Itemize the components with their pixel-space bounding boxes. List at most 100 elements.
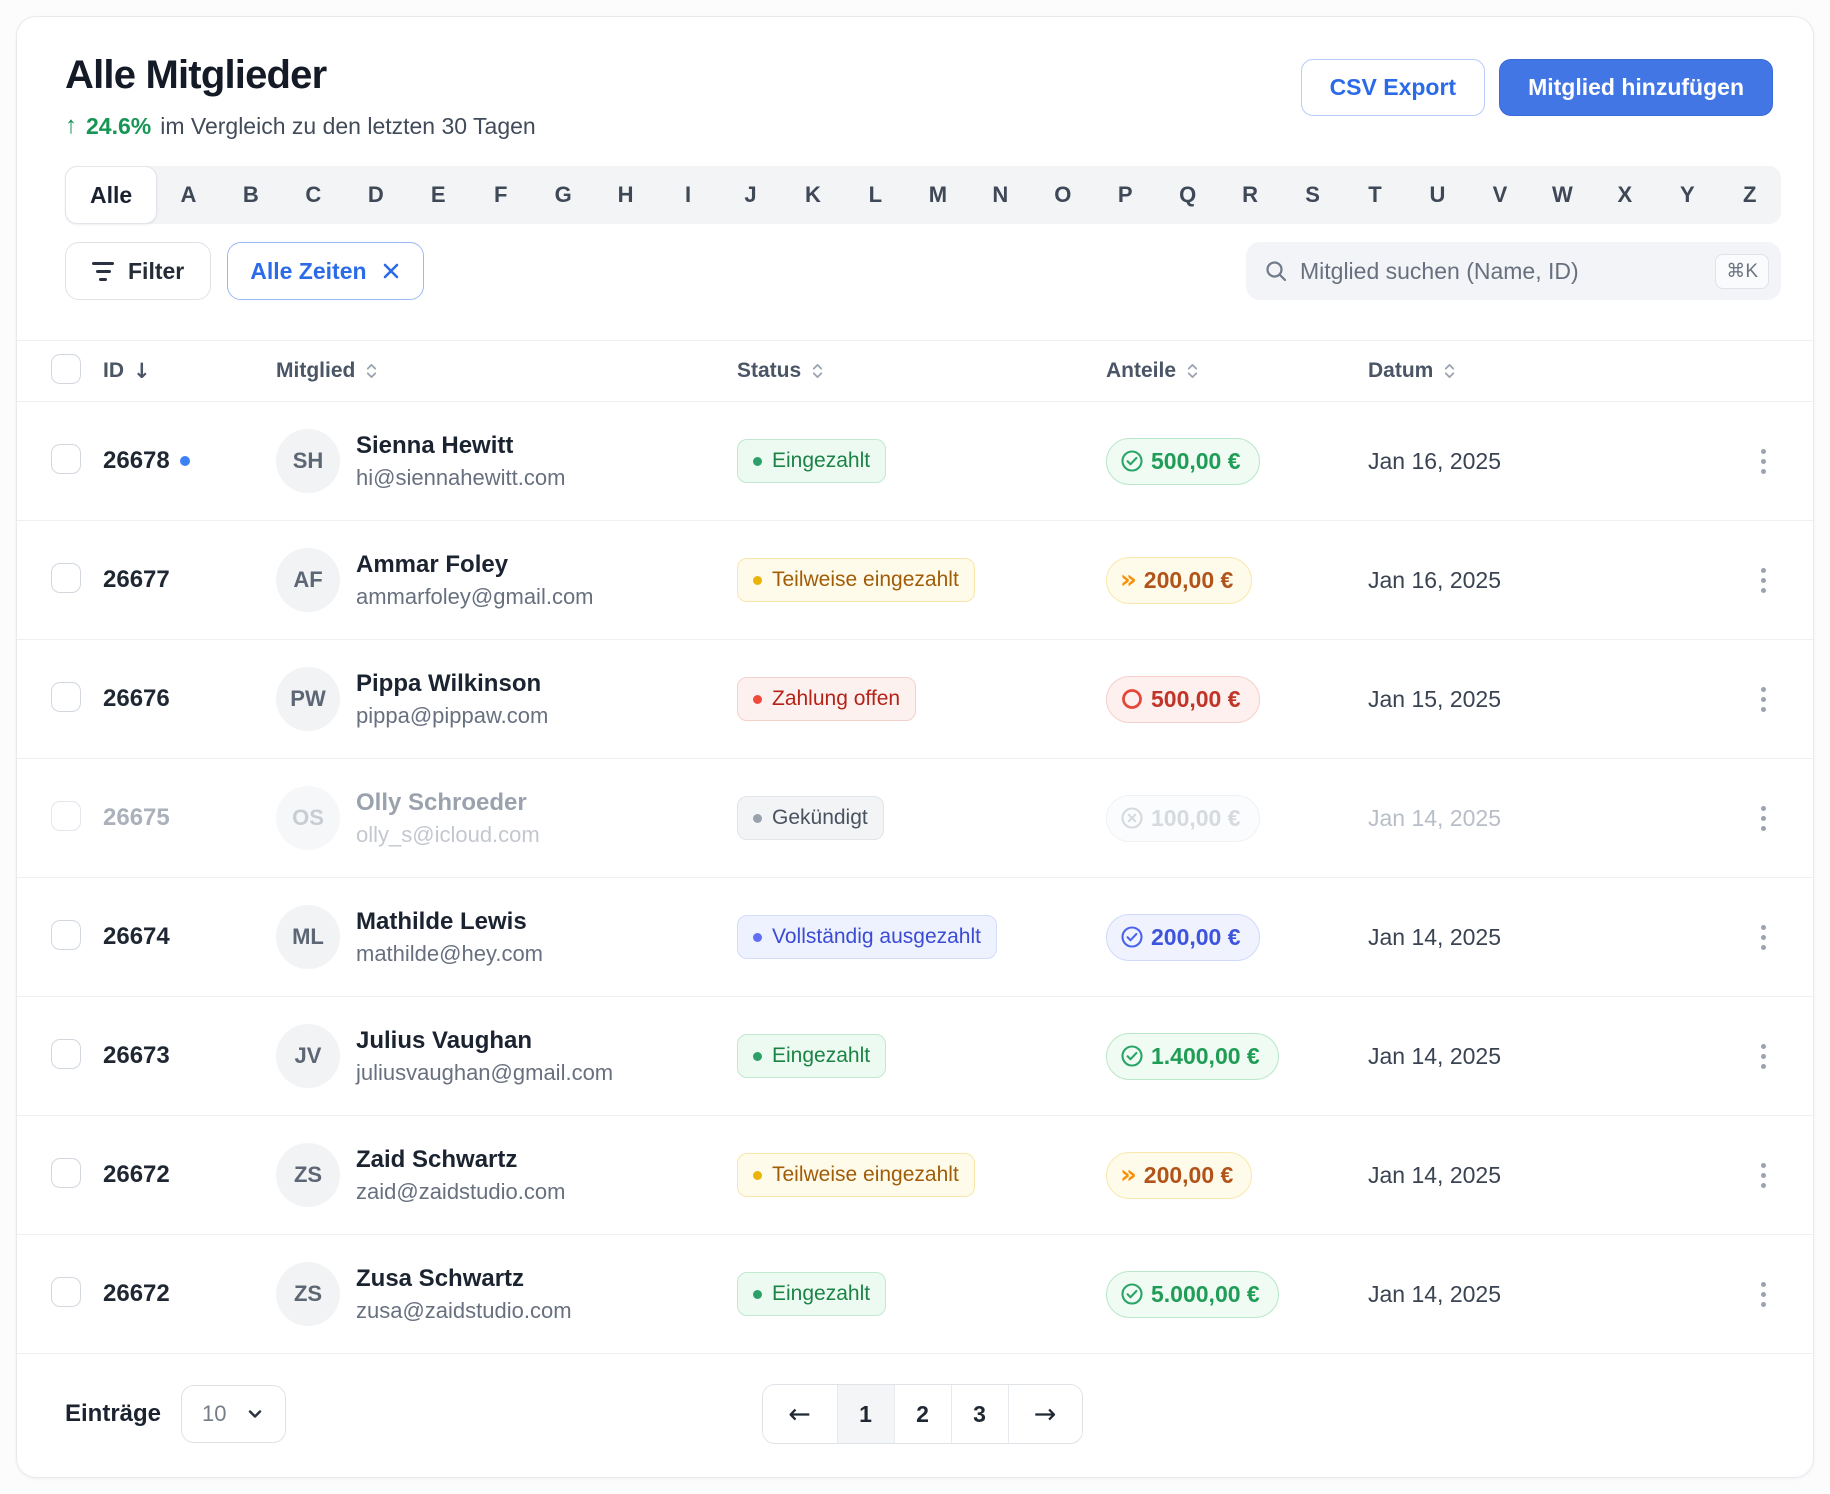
table-row[interactable]: 26674 ML Mathilde Lewis mathilde@hey.com… [17,878,1813,997]
filter-row: Filter Alle Zeiten ⌘K [17,242,1813,300]
status-dot-icon [753,1051,762,1061]
alphabet-letter-A[interactable]: A [180,182,197,207]
alphabet-all-button[interactable]: Alle [65,166,158,224]
arrow-right-icon: → [1033,1398,1057,1430]
row-checkbox[interactable] [51,443,81,474]
row-menu-button[interactable] [1753,1155,1774,1196]
alphabet-bar: Alle A B C D E F G H I J K L M N O P Q R S T U V W X Y Z [65,166,1781,224]
column-header-member[interactable]: Mitglied [276,359,737,383]
amount-badge: 5.000,00 € [1106,1270,1279,1318]
sort-icon [1445,364,1455,378]
table-row[interactable]: 26676 PW Pippa Wilkinson pippa@pippaw.co… [17,640,1813,759]
table-row[interactable]: 26672 ZS Zaid Schwartz zaid@zaidstudio.c… [17,1116,1813,1235]
page-button-2[interactable]: 2 [893,1385,951,1443]
keyboard-shortcut-badge: ⌘K [1715,253,1769,289]
row-menu-button[interactable] [1753,1274,1774,1315]
add-member-button[interactable]: Mitglied hinzufügen [1499,59,1773,116]
amount-value: 200,00 € [1151,923,1241,950]
column-header-shares[interactable]: Anteile [1106,359,1368,383]
status-label: Eingezahlt [772,1044,871,1067]
alphabet-letter-D[interactable]: D [367,182,384,207]
trend-text: im Vergleich zu den letzten 30 Tagen [160,112,536,139]
alphabet-letter-G[interactable]: G [554,182,572,207]
select-all-checkbox[interactable] [51,353,81,384]
row-checkbox[interactable] [51,562,81,593]
column-header-date[interactable]: Datum [1368,359,1753,383]
member-name: Julius Vaughan [356,1026,533,1054]
table-row[interactable]: 26675 OS Olly Schroeder olly_s@icloud.co… [17,759,1813,878]
alphabet-letter-Y[interactable]: Y [1679,182,1695,207]
column-header-id[interactable]: ID ↓ [103,359,276,383]
check-circle-icon [1120,1044,1144,1068]
alphabet-letter-M[interactable]: M [928,182,948,207]
page-size-select[interactable]: 10 [181,1385,286,1443]
csv-export-button[interactable]: CSV Export [1300,59,1486,116]
page-button-1[interactable]: 1 [836,1385,894,1443]
alphabet-letter-C[interactable]: C [305,182,322,207]
member-id: 26676 [103,685,170,712]
member-name: Ammar Foley [356,550,509,578]
row-menu-button[interactable] [1753,560,1774,601]
alphabet-letter-T[interactable]: T [1368,182,1382,207]
column-label-member: Mitglied [276,359,356,382]
table-row[interactable]: 26678 SH Sienna Hewitt hi@siennahewitt.c… [17,402,1813,521]
alphabet-letter-S[interactable]: S [1305,182,1320,207]
member-name: Zaid Schwartz [356,1145,518,1173]
alphabet-letter-W[interactable]: W [1552,182,1573,207]
amount-badge: » 200,00 € [1106,556,1253,604]
member-email: mathilde@hey.com [356,940,543,966]
table-row[interactable]: 26672 ZS Zusa Schwartz zusa@zaidstudio.c… [17,1235,1813,1354]
alphabet-letter-R[interactable]: R [1242,182,1259,207]
page-header: Alle Mitglieder ↑ 24.6% im Vergleich zu … [17,53,1813,140]
unread-dot [179,456,190,466]
row-menu-button[interactable] [1753,441,1774,482]
search-box[interactable]: ⌘K [1246,242,1781,300]
row-checkbox[interactable] [51,919,81,950]
alphabet-letter-Q[interactable]: Q [1179,182,1197,207]
check-circle-icon [1120,925,1144,949]
search-input[interactable] [1300,257,1704,285]
prev-page-button[interactable]: ← [762,1385,837,1443]
search-icon [1266,261,1287,282]
alphabet-letter-N[interactable]: N [992,182,1009,207]
page-button-3[interactable]: 3 [950,1385,1008,1443]
arrow-up-icon: ↑ [65,112,77,139]
time-filter-chip[interactable]: Alle Zeiten [227,242,424,300]
row-menu-button[interactable] [1753,798,1774,839]
alphabet-letter-V[interactable]: V [1492,182,1508,207]
table-row[interactable]: 26677 AF Ammar Foley ammarfoley@gmail.co… [17,521,1813,640]
alphabet-letter-O[interactable]: O [1054,182,1072,207]
alphabet-letter-J[interactable]: J [744,182,757,207]
row-checkbox[interactable] [51,1276,81,1307]
alphabet-letter-L[interactable]: L [868,182,883,207]
alphabet-letter-I[interactable]: I [684,182,692,207]
row-checkbox[interactable] [51,800,81,831]
alphabet-letter-U[interactable]: U [1429,182,1446,207]
trend-value: 24.6% [86,112,152,139]
alphabet-letter-F[interactable]: F [493,182,508,207]
row-checkbox[interactable] [51,1038,81,1069]
page-title: Alle Mitglieder [65,53,327,97]
row-menu-button[interactable] [1753,917,1774,958]
sort-icon [367,364,377,378]
row-menu-button[interactable] [1753,679,1774,720]
row-checkbox[interactable] [51,681,81,712]
alphabet-letter-K[interactable]: K [805,182,821,207]
member-id: 26672 [103,1161,170,1188]
next-page-button[interactable]: → [1007,1385,1082,1443]
row-checkbox[interactable] [51,1157,81,1188]
close-icon[interactable] [381,261,401,281]
alphabet-letter-P[interactable]: P [1117,182,1133,207]
table-row[interactable]: 26673 JV Julius Vaughan juliusvaughan@gm… [17,997,1813,1116]
row-menu-button[interactable] [1753,1036,1774,1077]
status-badge: Gekündigt [737,796,884,840]
alphabet-letter-Z[interactable]: Z [1743,182,1757,207]
column-header-status[interactable]: Status [737,359,1106,383]
alphabet-letter-X[interactable]: X [1617,182,1633,207]
alphabet-letter-B[interactable]: B [242,182,259,207]
alphabet-letter-E[interactable]: E [430,182,446,207]
status-dot-icon [753,1289,762,1299]
filter-button[interactable]: Filter [65,242,212,300]
member-date: Jan 14, 2025 [1368,923,1502,950]
alphabet-letter-H[interactable]: H [617,182,634,207]
